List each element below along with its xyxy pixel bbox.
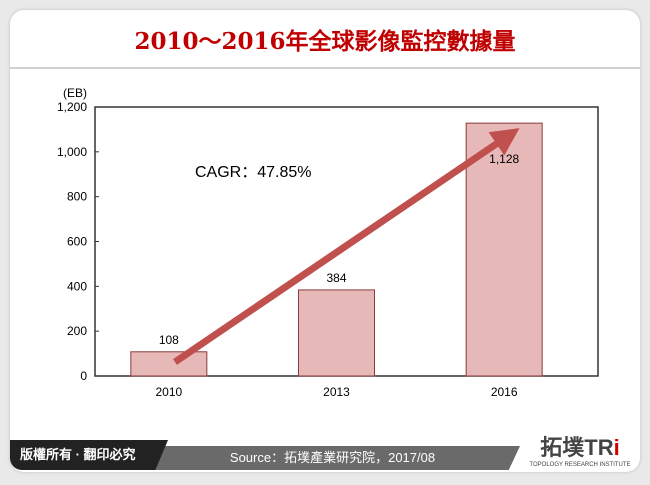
copyright-text: 版權所有 · 翻印必究 (10, 440, 168, 470)
footer: Source：拓墣產業研究院，2017/08 版權所有 · 翻印必究 拓墣TRi… (10, 435, 640, 470)
bar-2013 (298, 289, 375, 377)
y-tick-label: 800 (67, 190, 87, 204)
chart-title: 2010～2016年全球影像監控數據量 (134, 28, 516, 55)
y-tick-label: 1,000 (57, 145, 87, 159)
source-text: Source：拓墣產業研究院，2017/08 (145, 446, 520, 470)
x-tick-label: 2013 (323, 385, 350, 399)
y-axis-unit: (EB) (63, 86, 87, 100)
logo: 拓墣TRi TOPOLOGY RESEARCH INSTITUTE (529, 435, 631, 468)
y-tick-label: 200 (67, 324, 87, 338)
data-label: 108 (159, 333, 179, 347)
y-tick-label: 400 (67, 279, 87, 293)
title-divider (10, 67, 640, 69)
data-label: 1,128 (489, 152, 519, 166)
x-tick-label: 2010 (155, 385, 182, 399)
y-tick-label: 600 (67, 235, 87, 249)
cagr-annotation: CAGR：47.85% (195, 164, 312, 181)
bar-2016 (465, 122, 543, 377)
data-label: 384 (326, 271, 346, 285)
trend-arrow (173, 128, 520, 365)
y-tick-label: 1,200 (57, 100, 87, 114)
x-tick-label: 2016 (491, 385, 518, 399)
bar-2010 (130, 351, 208, 377)
y-tick-label: 0 (80, 369, 87, 383)
